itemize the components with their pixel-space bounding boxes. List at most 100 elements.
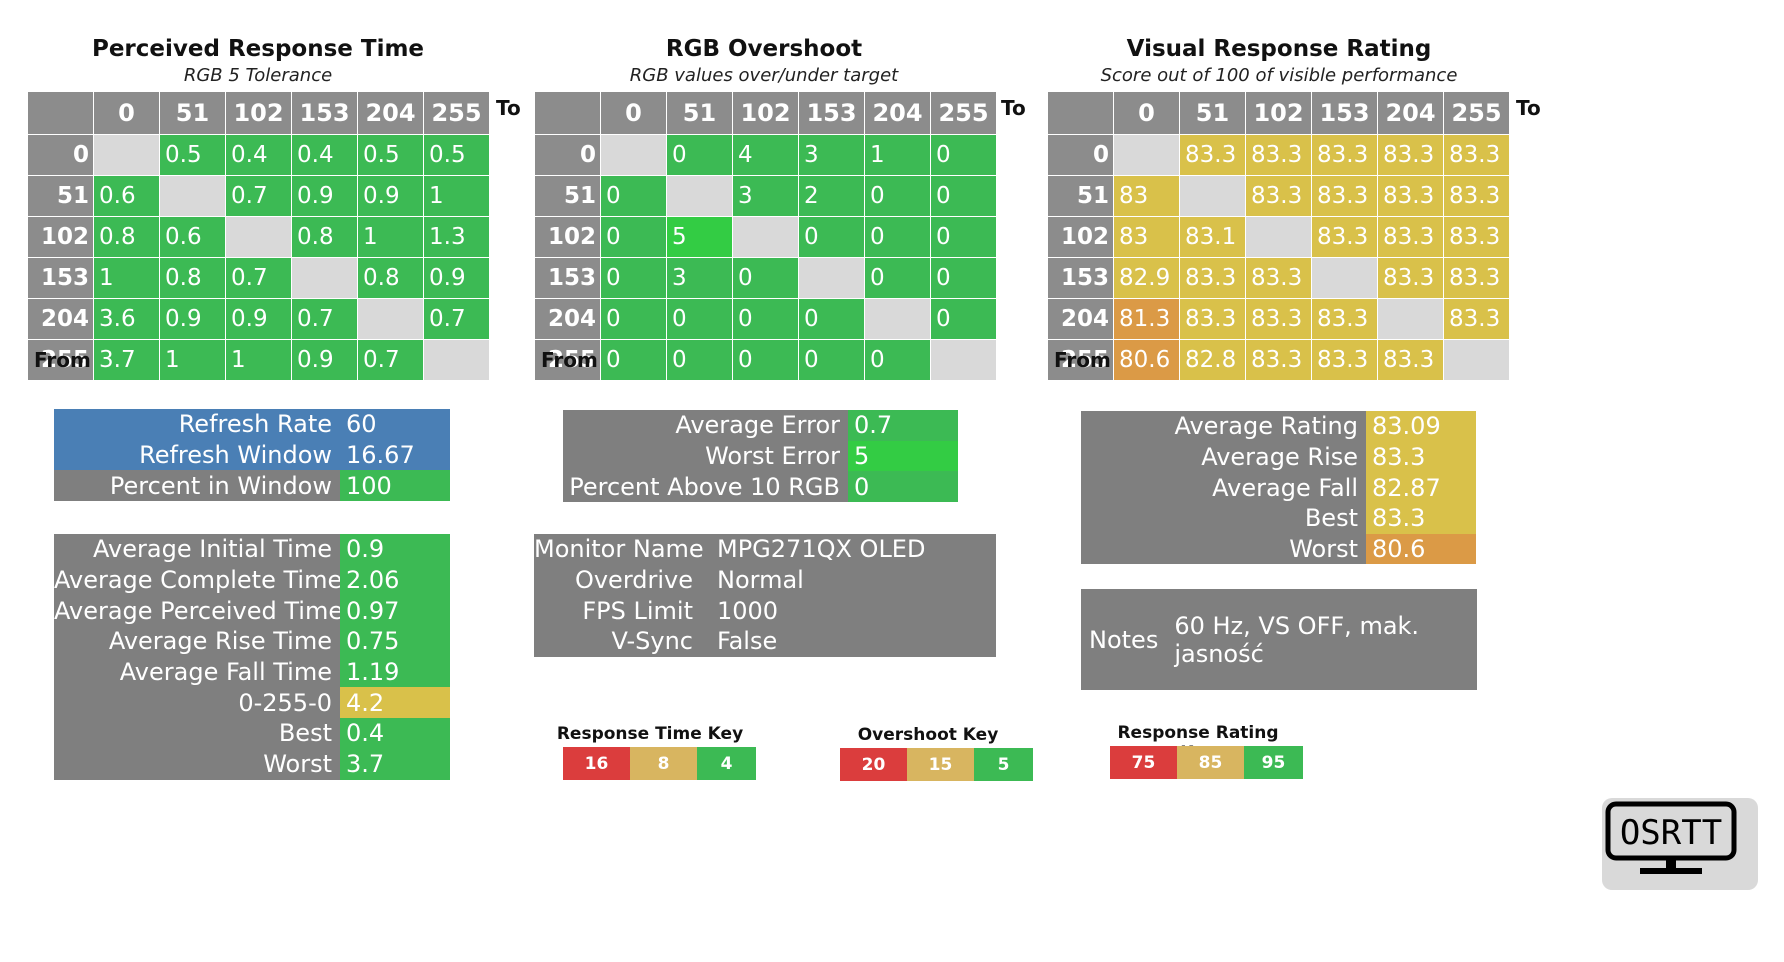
stat-row: Worst 3.7: [54, 748, 450, 780]
stat-row: Percent in Window 100: [54, 470, 450, 502]
stat-row: V-Sync False: [534, 626, 996, 657]
stat-row: Refresh Rate 60: [54, 409, 450, 440]
stat-row: Average Rating 83.09: [1081, 411, 1476, 442]
heatmap-cell: 0.6: [93, 175, 160, 217]
notes-box: Notes 60 Hz, VS OFF, mak. jasność: [1081, 589, 1477, 690]
visual-rating-heatmap: 0 51 102 153 204 255 0 83.3 83.3 83.3 83.3 83.3 51 83…: [1047, 91, 1510, 381]
overshoot-key-title: Overshoot Key: [857, 725, 999, 745]
column-header: 51: [666, 91, 733, 135]
heatmap-cell: 83.3: [1179, 134, 1246, 176]
stat-value: 0.4: [340, 718, 450, 749]
column-header: 51: [1179, 91, 1246, 135]
heatmap-cell: 80.6: [1113, 339, 1180, 381]
stat-row: Best 0.4: [54, 718, 450, 749]
diagonal-cell: [357, 298, 424, 340]
heatmap-cell: 0: [600, 339, 667, 381]
heatmap-cell: 1: [159, 339, 226, 381]
column-header: 255: [423, 91, 490, 135]
heatmap-cell: 81.3: [1113, 298, 1180, 340]
stat-label: Average Fall Time: [54, 656, 340, 688]
heatmap-cell: 0.9: [357, 175, 424, 217]
heatmap-cell: 0.9: [159, 298, 226, 340]
column-header: 153: [798, 91, 865, 135]
heatmap-cell: 0: [798, 339, 865, 381]
stat-value: 100: [340, 470, 450, 502]
stat-label: FPS Limit: [534, 595, 707, 627]
stat-label: Average Complete Time: [54, 564, 340, 596]
response-time-key-title: Response Time Key: [556, 724, 744, 744]
row-header: 255: [27, 339, 94, 381]
heatmap-cell: 0: [600, 257, 667, 299]
rgb-overshoot-title: RGB Overshoot: [665, 36, 863, 62]
column-header: 102: [225, 91, 292, 135]
stat-value: 4.2: [340, 687, 450, 719]
row-header: 204: [534, 298, 601, 340]
stat-row: Average Rise Time 0.75: [54, 626, 450, 657]
stat-row: Best 83.3: [1081, 503, 1476, 534]
row-header: 153: [1047, 257, 1114, 299]
stat-label: Average Rating: [1081, 411, 1366, 442]
heatmap-cell: 83.3: [1245, 298, 1312, 340]
heatmap-cell: 0.8: [357, 257, 424, 299]
stat-value: 1.19: [340, 656, 450, 688]
heatmap-cell: 1: [423, 175, 490, 217]
heatmap-cell: 0.7: [423, 298, 490, 340]
diagonal-cell: [423, 339, 490, 381]
heatmap-cell: 0.7: [225, 175, 292, 217]
stat-label: Average Perceived Time: [54, 595, 340, 627]
stat-value: MPG271QX OLED: [707, 534, 996, 565]
heatmap-cell: 83.3: [1443, 134, 1510, 176]
heatmap-cell: 83.3: [1179, 298, 1246, 340]
diagonal-cell: [798, 257, 865, 299]
row-header: 51: [27, 175, 94, 217]
heatmap-cell: 1: [225, 339, 292, 381]
key-swatch: 16: [563, 747, 630, 780]
heatmap-cell: 83.3: [1311, 216, 1378, 258]
heatmap-cell: 0: [930, 298, 997, 340]
diagonal-cell: [1377, 298, 1444, 340]
row-header: 51: [534, 175, 601, 217]
stat-label: Monitor Name: [534, 534, 707, 565]
key-swatch: 85: [1177, 746, 1244, 779]
row-header: 204: [1047, 298, 1114, 340]
heatmap-cell: 0: [930, 134, 997, 176]
heatmap-cell: 0: [864, 339, 931, 381]
stat-label: Best: [54, 718, 340, 749]
heatmap-cell: 0.8: [291, 216, 358, 258]
key-swatch: 75: [1110, 746, 1177, 779]
heatmap-cell: 0: [600, 175, 667, 217]
stat-row: Average Rise 83.3: [1081, 441, 1476, 473]
key-swatch: 95: [1244, 746, 1303, 779]
stat-label: Worst: [54, 748, 340, 780]
heatmap-cell: 0: [732, 257, 799, 299]
key-swatch: 15: [907, 748, 974, 781]
heatmap-cell: 83.3: [1245, 339, 1312, 381]
osrtt-logo: OSRTT: [1602, 798, 1758, 890]
heatmap-cell: 0.6: [159, 216, 226, 258]
timing-table: Average Initial Time 0.9 Average Complete …: [54, 534, 450, 780]
row-header: 153: [534, 257, 601, 299]
response-rating-key: 75 85 95: [1110, 746, 1303, 779]
heatmap-cell: 0: [600, 216, 667, 258]
heatmap-cell: 0.5: [423, 134, 490, 176]
row-header: 153: [27, 257, 94, 299]
stat-label: Refresh Rate: [54, 409, 340, 440]
rgb-overshoot-subtitle: RGB values over/under target: [629, 65, 899, 86]
row-header: 204: [27, 298, 94, 340]
heatmap-cell: 83.3: [1179, 257, 1246, 299]
column-header: 102: [1245, 91, 1312, 135]
logo-text: OSRTT: [1620, 813, 1722, 853]
heatmap-cell: 83: [1113, 216, 1180, 258]
diagonal-cell: [732, 216, 799, 258]
heatmap-cell: 0.7: [291, 298, 358, 340]
heatmap-cell: 2: [798, 175, 865, 217]
stat-value: 82.87: [1366, 472, 1476, 504]
heatmap-cell: 83.3: [1377, 216, 1444, 258]
stat-row: FPS Limit 1000: [534, 595, 996, 627]
stat-value: 60: [340, 409, 450, 440]
key-swatch: 8: [630, 747, 697, 780]
heatmap-cell: 0.5: [159, 134, 226, 176]
heatmap-cell: 0.7: [357, 339, 424, 381]
stat-row: Monitor Name MPG271QX OLED: [534, 534, 996, 565]
heatmap-cell: 3: [666, 257, 733, 299]
